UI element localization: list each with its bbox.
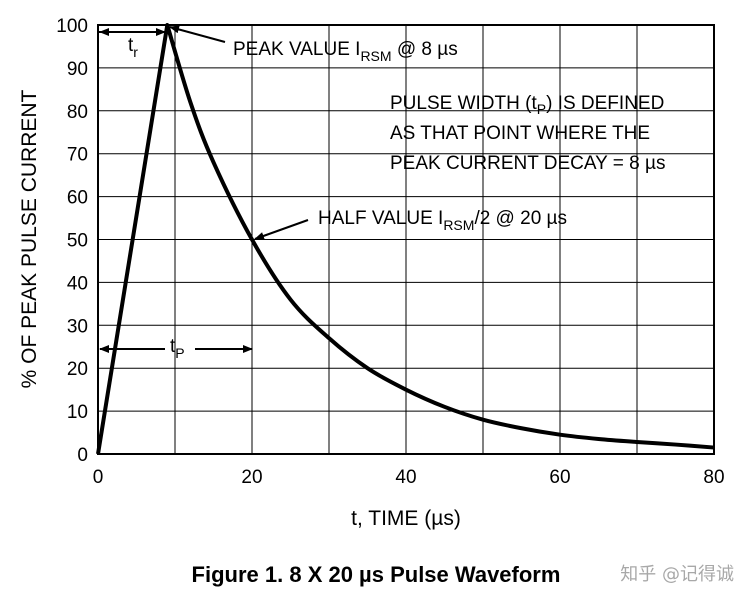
y-tick-label: 60 <box>67 188 88 209</box>
y-tick-label: 0 <box>77 445 88 466</box>
note-line-2: AS THAT POINT WHERE THE <box>390 123 650 144</box>
y-tick-label: 80 <box>67 102 88 123</box>
half-annotation: HALF VALUE IRSM/2 @ 20 µs <box>318 208 567 233</box>
y-tick-label: 20 <box>67 359 88 380</box>
y-tick-label: 70 <box>67 145 88 166</box>
note-line-3: PEAK CURRENT DECAY = 8 µs <box>390 153 665 174</box>
x-tick-label: 60 <box>549 467 570 488</box>
pulse-curve <box>96 23 715 455</box>
watermark: 知乎 @记得诚 <box>620 564 734 585</box>
pulse-waveform-chart: 0 10 20 30 40 50 60 70 80 90 100 0 20 40 60 80 tr tP P… <box>18 16 725 530</box>
y-tick-label: 40 <box>67 273 88 294</box>
y-tick-label: 50 <box>67 231 88 252</box>
y-tick-label: 90 <box>67 59 88 80</box>
grid-lines <box>98 25 714 454</box>
y-tick-label: 100 <box>56 16 88 37</box>
x-axis-label: t, TIME (µs) <box>351 507 461 530</box>
peak-annotation: PEAK VALUE IRSM @ 8 µs <box>233 39 458 64</box>
peak-arrow <box>169 25 226 43</box>
figure-caption: Figure 1. 8 X 20 µs Pulse Waveform <box>191 562 561 587</box>
tp-label: tP <box>170 336 185 361</box>
tr-label: tr <box>128 35 138 60</box>
half-arrow <box>254 219 309 240</box>
x-tick-label: 0 <box>93 467 104 488</box>
y-tick-labels: 0 10 20 30 40 50 60 70 80 90 100 <box>56 16 88 466</box>
y-tick-label: 30 <box>67 316 88 337</box>
x-tick-label: 40 <box>395 467 416 488</box>
x-tick-label: 80 <box>703 467 724 488</box>
x-tick-label: 20 <box>241 467 262 488</box>
y-axis-label: % OF PEAK PULSE CURRENT <box>18 89 41 388</box>
x-tick-labels: 0 20 40 60 80 <box>93 467 725 488</box>
y-tick-label: 10 <box>67 402 88 423</box>
plot-frame <box>97 24 715 455</box>
note-line-1: PULSE WIDTH (tP) IS DEFINED <box>390 93 664 117</box>
